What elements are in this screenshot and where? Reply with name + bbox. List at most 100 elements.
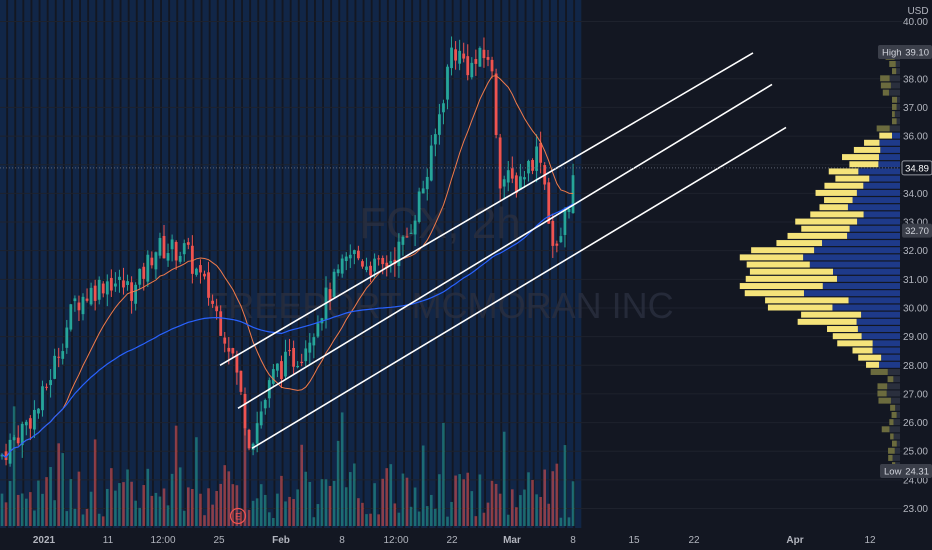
candle-body xyxy=(381,257,385,265)
volume-bar xyxy=(20,493,24,526)
session-stripe xyxy=(348,0,355,528)
volume-bar xyxy=(231,484,235,526)
price-tick-label: 38.00 xyxy=(903,74,928,85)
profile-bar-up xyxy=(889,419,894,426)
volume-bar xyxy=(41,493,44,526)
profile-bar-down xyxy=(889,125,900,132)
volume-bar xyxy=(328,485,332,526)
volume-bar xyxy=(482,512,486,526)
profile-bar-up xyxy=(866,361,880,368)
price-tick-label: 28.00 xyxy=(903,361,928,372)
profile-bar-down xyxy=(895,404,900,411)
session-stripe xyxy=(40,0,47,528)
volume-bar xyxy=(357,498,360,526)
candle-body xyxy=(231,348,235,354)
price-axis[interactable]: USD 40.0038.0037.0036.0035.0034.0033.003… xyxy=(902,0,932,550)
volume-bar xyxy=(377,514,380,526)
volume-bar xyxy=(506,514,510,526)
candle-body xyxy=(519,176,522,190)
volume-bar xyxy=(162,488,166,526)
candle-body xyxy=(413,220,417,235)
volume-bar xyxy=(130,481,133,526)
candle-body xyxy=(547,182,551,224)
profile-bar-down xyxy=(895,61,900,67)
volume-bar xyxy=(340,412,344,526)
candle-body xyxy=(271,369,275,384)
volume-bar xyxy=(381,478,384,526)
profile-bar-down xyxy=(872,347,900,354)
profile-bar-down xyxy=(847,204,900,211)
candle-body xyxy=(296,365,300,368)
candle-body xyxy=(425,176,429,190)
candle-body xyxy=(389,261,393,264)
volume-bar xyxy=(8,481,12,526)
candle-body xyxy=(328,289,332,301)
session-stripe xyxy=(275,0,282,528)
profile-bar-down xyxy=(892,132,900,139)
candle-body xyxy=(506,170,510,183)
session-stripe xyxy=(259,0,266,528)
candle-body xyxy=(118,276,121,280)
candle-body xyxy=(344,256,348,262)
candle-body xyxy=(531,160,534,171)
profile-bar-down xyxy=(893,376,900,383)
candle-body xyxy=(37,408,40,414)
time-tick-label: 2021 xyxy=(33,535,56,546)
profile-bar-down xyxy=(894,111,900,118)
candle-body xyxy=(429,145,433,181)
ma-fast-line xyxy=(1,75,574,458)
candle-body xyxy=(514,175,518,194)
profile-bar-up xyxy=(890,404,896,411)
candle-body xyxy=(142,266,146,279)
volume-bar xyxy=(498,493,502,526)
volume-bar xyxy=(547,503,551,526)
high-label: High xyxy=(882,48,902,59)
volume-bar xyxy=(227,471,231,526)
candle-body xyxy=(352,250,356,255)
candle-body xyxy=(93,285,97,301)
candle-body xyxy=(357,250,360,259)
candle-body xyxy=(482,49,486,59)
earnings-marker[interactable]: E xyxy=(229,507,247,525)
profile-bar-up xyxy=(882,89,889,96)
volume-bar xyxy=(336,440,340,526)
profile-bar-down xyxy=(897,96,900,103)
candle-body xyxy=(223,337,227,344)
volume-bar xyxy=(166,505,170,526)
session-stripe xyxy=(324,0,331,528)
time-axis[interactable]: 2021 11 12:00 25 Feb 8 12:00 22 Mar 8 15 22 Apr 12 xyxy=(0,528,932,550)
profile-bar-down xyxy=(886,390,900,397)
session-stripe xyxy=(453,0,460,528)
candle-body xyxy=(73,298,77,302)
channel-line[interactable] xyxy=(219,52,754,366)
volume-bar xyxy=(77,471,81,526)
profile-bar-up xyxy=(864,139,880,146)
time-tick-label: 22 xyxy=(688,535,700,546)
profile-bar-up xyxy=(749,268,834,275)
candle-body xyxy=(563,209,567,235)
candle-body xyxy=(446,66,449,100)
profile-bar-down xyxy=(880,146,900,153)
poc-price-badge: 32.70 xyxy=(902,223,932,238)
trend-channel[interactable] xyxy=(219,52,787,450)
volume-bar xyxy=(146,468,150,526)
candle-body xyxy=(571,175,575,214)
session-stripe xyxy=(542,0,549,528)
profile-bar-down xyxy=(849,225,900,232)
volume-bar xyxy=(511,489,514,526)
candle-body xyxy=(462,53,466,59)
earnings-marker-circle[interactable] xyxy=(229,507,247,525)
time-tick-label: 8 xyxy=(570,535,576,546)
volume-bar xyxy=(490,480,494,526)
session-stripe xyxy=(251,0,258,528)
volume-bar xyxy=(272,517,275,526)
session-stripe xyxy=(202,0,209,528)
channel-line[interactable] xyxy=(237,83,773,409)
candle-body xyxy=(510,168,514,179)
high-badge: High 39.10 xyxy=(878,45,932,59)
channel-line[interactable] xyxy=(251,126,787,450)
session-stripe xyxy=(518,0,525,528)
profile-bar-down xyxy=(889,426,900,433)
